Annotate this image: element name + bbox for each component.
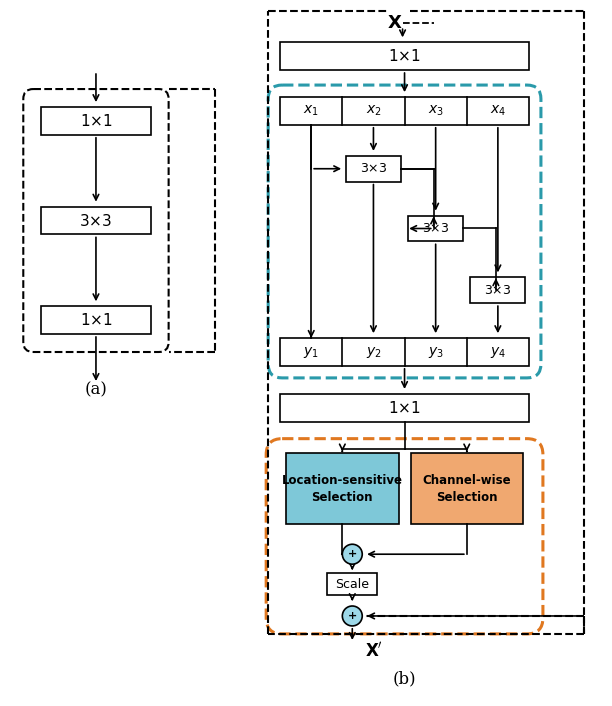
Text: $3{\times}3$: $3{\times}3$ (360, 162, 387, 175)
Bar (41, 306, 151, 334)
Text: Scale: Scale (335, 578, 369, 591)
Text: $1{\times}1$: $1{\times}1$ (388, 400, 421, 416)
Text: $3{\times}3$: $3{\times}3$ (484, 284, 512, 297)
Bar (280, 42, 529, 70)
Bar (41, 207, 151, 234)
Text: +: + (348, 611, 357, 621)
Text: $\mathit{x}_{2}$: $\mathit{x}_{2}$ (365, 104, 381, 118)
Bar (280, 338, 529, 366)
Text: $\mathit{x}_{1}$: $\mathit{x}_{1}$ (304, 104, 319, 118)
Text: $3{\times}3$: $3{\times}3$ (422, 222, 449, 235)
Text: $1{\times}1$: $1{\times}1$ (388, 48, 421, 64)
Circle shape (342, 606, 362, 626)
Text: Selection: Selection (436, 491, 498, 504)
Text: $\mathit{x}_{4}$: $\mathit{x}_{4}$ (490, 104, 506, 118)
Bar (280, 97, 529, 125)
Text: $\mathit{x}_{3}$: $\mathit{x}_{3}$ (428, 104, 444, 118)
Bar (411, 453, 523, 525)
Circle shape (342, 544, 362, 564)
Text: $\mathbf{X}$: $\mathbf{X}$ (387, 14, 402, 32)
Text: $3{\times}3$: $3{\times}3$ (80, 213, 113, 229)
Bar (280, 394, 529, 421)
Text: (b): (b) (393, 670, 416, 687)
Bar (327, 573, 377, 595)
Bar (346, 156, 401, 181)
Text: $\mathit{y}_{4}$: $\mathit{y}_{4}$ (490, 345, 506, 359)
Text: $1{\times}1$: $1{\times}1$ (80, 113, 113, 129)
Text: $\mathit{y}_{1}$: $\mathit{y}_{1}$ (304, 345, 319, 359)
Text: +: + (348, 549, 357, 559)
Text: Channel-wise: Channel-wise (422, 474, 511, 487)
Text: $\mathit{y}_{3}$: $\mathit{y}_{3}$ (428, 345, 444, 359)
Bar (408, 215, 463, 241)
Bar (286, 453, 398, 525)
Text: (a): (a) (84, 381, 107, 398)
Bar (41, 107, 151, 135)
Text: $\mathbf{X'}$: $\mathbf{X'}$ (365, 641, 383, 660)
Text: $\mathit{y}_{2}$: $\mathit{y}_{2}$ (365, 345, 381, 359)
Text: $1{\times}1$: $1{\times}1$ (80, 312, 113, 328)
Text: Selection: Selection (312, 491, 373, 504)
Bar (471, 277, 525, 303)
Text: Location-sensitive: Location-sensitive (282, 474, 403, 487)
